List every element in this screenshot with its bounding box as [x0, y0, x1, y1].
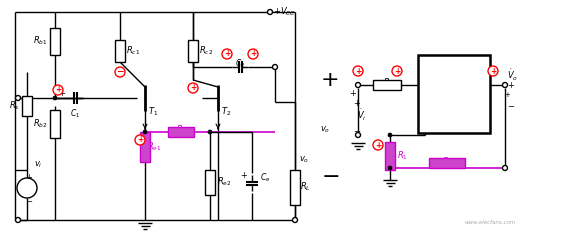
Text: +: + [55, 85, 61, 94]
Text: +: + [394, 66, 400, 75]
Circle shape [53, 85, 63, 95]
Text: $R_{b2}$: $R_{b2}$ [33, 118, 48, 130]
Text: $C_2$: $C_2$ [235, 58, 245, 70]
Circle shape [388, 166, 392, 170]
Text: +: + [375, 140, 381, 149]
Text: $R_f$: $R_f$ [442, 156, 453, 169]
Text: +: + [476, 97, 484, 106]
Circle shape [222, 49, 232, 59]
Text: $-$: $-$ [420, 106, 430, 116]
Text: +: + [190, 84, 196, 93]
Circle shape [267, 10, 272, 15]
Circle shape [15, 218, 20, 223]
Text: −: − [116, 68, 124, 76]
Circle shape [272, 64, 277, 69]
Text: $R_L$: $R_L$ [300, 181, 311, 193]
Text: $R_s$: $R_s$ [9, 100, 20, 112]
Text: $\dot{V}_o$: $\dot{V}_o$ [507, 67, 518, 83]
Circle shape [355, 133, 360, 138]
Circle shape [488, 66, 498, 76]
Circle shape [353, 66, 363, 76]
Text: +: + [241, 170, 247, 179]
Text: $-$: $-$ [507, 100, 515, 109]
Text: $R_f$: $R_f$ [176, 124, 186, 137]
Circle shape [502, 83, 507, 88]
Text: +: + [137, 135, 143, 144]
Bar [168, 127, 194, 137]
Text: +: + [25, 174, 32, 183]
Bar [50, 110, 60, 138]
Bar [385, 142, 395, 170]
Circle shape [135, 135, 145, 145]
Circle shape [355, 83, 360, 88]
Text: $v_o$: $v_o$ [299, 155, 309, 165]
Text: $R_{e2}$: $R_{e2}$ [217, 176, 232, 188]
Text: $+V_{CC}$: $+V_{CC}$ [273, 6, 296, 18]
Text: $R_{b1}$: $R_{b1}$ [33, 35, 48, 47]
Bar [115, 40, 125, 62]
Circle shape [17, 178, 37, 198]
Circle shape [53, 96, 57, 100]
Bar [22, 96, 32, 116]
Bar [290, 170, 300, 205]
Bar [140, 132, 150, 162]
Text: $T_1$: $T_1$ [148, 105, 158, 118]
Circle shape [293, 218, 298, 223]
Text: +: + [350, 89, 357, 98]
Text: +: + [490, 66, 496, 75]
Text: $R$: $R$ [384, 76, 390, 87]
Text: +: + [224, 50, 230, 59]
Text: $-$: $-$ [353, 125, 361, 134]
Circle shape [392, 66, 402, 76]
Bar [418, 55, 490, 133]
Text: $v_s$: $v_s$ [23, 183, 32, 193]
Bar [373, 80, 401, 90]
Text: $R_{c1}$: $R_{c1}$ [126, 45, 140, 57]
Text: $T_2$: $T_2$ [221, 105, 231, 118]
Text: $C_1$: $C_1$ [70, 107, 80, 119]
Text: $v_i$: $v_i$ [34, 160, 42, 170]
Text: +: + [504, 92, 510, 98]
Text: +: + [250, 50, 256, 59]
Text: +: + [507, 80, 514, 89]
Text: +: + [420, 72, 430, 82]
Circle shape [143, 130, 147, 134]
Text: $R_1$: $R_1$ [397, 150, 408, 162]
Circle shape [188, 83, 198, 93]
Bar [50, 28, 60, 55]
Text: +: + [59, 89, 66, 98]
Text: $R_{e1}$: $R_{e1}$ [147, 141, 162, 153]
Text: +: + [355, 66, 361, 75]
Text: +: + [25, 99, 32, 109]
Text: +: + [354, 99, 360, 108]
Circle shape [208, 130, 212, 134]
Text: www.elecfans.com: www.elecfans.com [464, 219, 516, 224]
Text: A: A [450, 94, 462, 109]
Text: $-$: $-$ [25, 195, 33, 204]
Text: $-$: $-$ [321, 165, 339, 185]
Bar [188, 40, 198, 62]
Text: +: + [321, 70, 340, 90]
Bar [205, 170, 215, 195]
Bar [429, 158, 465, 168]
Text: $v_o$: $v_o$ [320, 125, 331, 135]
Circle shape [388, 133, 392, 137]
Circle shape [373, 140, 383, 150]
Text: $\dot{V}_i$: $\dot{V}_i$ [357, 107, 367, 123]
Circle shape [248, 49, 258, 59]
Circle shape [115, 67, 125, 77]
Text: $R_{c2}$: $R_{c2}$ [199, 45, 213, 57]
Circle shape [15, 95, 20, 100]
Text: $C_e$: $C_e$ [260, 172, 271, 184]
Circle shape [502, 165, 507, 170]
